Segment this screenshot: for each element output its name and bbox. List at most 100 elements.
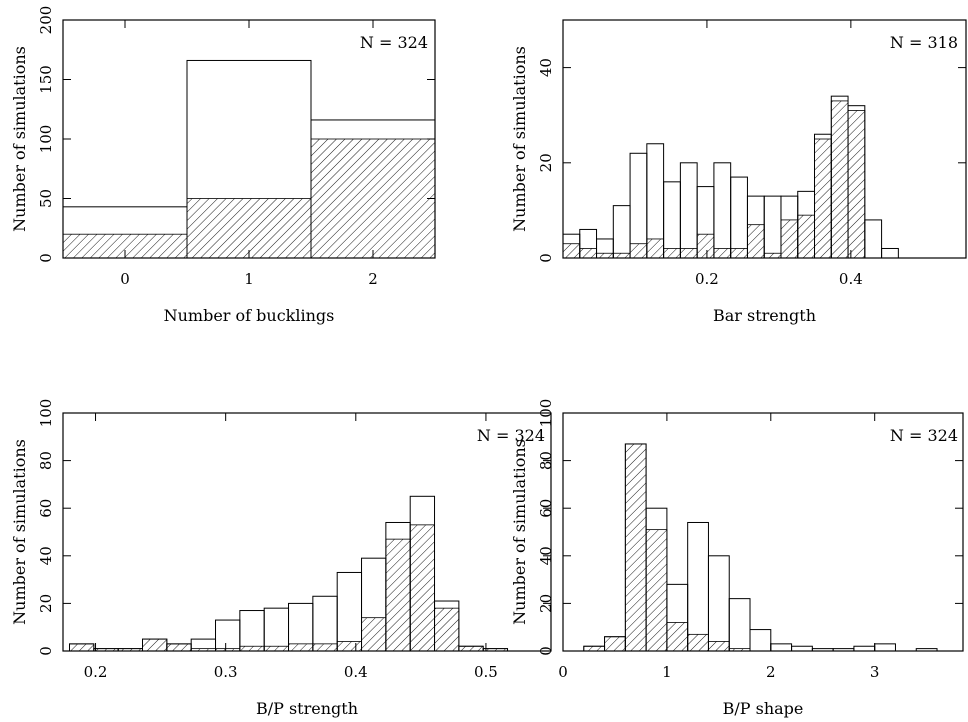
y-tick-label: 0	[537, 253, 555, 263]
open-bar	[713, 162, 732, 259]
hatched-bar	[288, 643, 314, 652]
hatched-bar	[708, 641, 730, 652]
axes-frame	[562, 412, 964, 652]
hatched-bar	[713, 248, 732, 259]
x-axis-label: Bar strength	[713, 306, 816, 325]
x-tick-label: 0.5	[474, 663, 498, 681]
hatched-bar	[263, 645, 289, 652]
y-tick-label: 20	[537, 594, 555, 613]
y-tick-label: 100	[37, 399, 55, 428]
x-tick-label: 0.3	[214, 663, 238, 681]
hatched-bar	[666, 622, 689, 652]
x-tick-label: 0.4	[839, 270, 863, 288]
hatched-bar	[583, 645, 605, 652]
open-bar	[629, 152, 648, 259]
hatched-bar	[830, 100, 849, 259]
x-tick-label: 2	[368, 270, 378, 288]
x-tick-label: 2	[766, 663, 776, 681]
y-tick-label: 0	[37, 253, 55, 263]
open-bar	[749, 629, 772, 652]
y-tick-label: 60	[537, 499, 555, 518]
hatched-bar	[69, 643, 95, 652]
open-bar	[791, 645, 813, 652]
hatched-bar	[562, 243, 581, 259]
x-tick-label: 0.2	[695, 270, 719, 288]
y-tick-label: 80	[537, 451, 555, 470]
hatched-bar	[645, 529, 668, 652]
panel-p1: 0 1 2 0 50 100 150 200 Number of bucklings Number…	[10, 6, 436, 325]
open-bar	[679, 162, 698, 259]
y-tick-label: 0	[537, 646, 555, 656]
x-axis-label: B/P strength	[256, 699, 358, 718]
y-tick-label: 20	[37, 594, 55, 613]
y-tick-label: 100	[537, 399, 555, 428]
sample-size-annotation: N = 324	[360, 33, 428, 52]
x-tick-label: 1	[244, 270, 254, 288]
open-bar	[853, 645, 876, 652]
open-bar	[730, 176, 748, 259]
hatched-bar	[361, 617, 387, 652]
open-bar	[239, 610, 265, 652]
hatched-bar	[730, 248, 748, 259]
y-tick-label: 80	[37, 451, 55, 470]
hatched-bar	[312, 643, 338, 652]
hatched-bar	[763, 252, 782, 259]
sample-size-annotation: N = 324	[890, 426, 958, 445]
hatched-bar	[696, 233, 715, 259]
y-tick-label: 20	[537, 153, 555, 172]
hatched-bar	[458, 645, 484, 652]
hatched-bar	[434, 607, 460, 652]
y-tick-label: 200	[37, 6, 55, 35]
sample-size-annotation: N = 318	[890, 33, 958, 52]
open-bar	[687, 521, 709, 652]
hatched-bar	[847, 110, 866, 259]
axes-frame	[62, 412, 552, 652]
open-bar	[612, 205, 631, 259]
y-tick-label: 40	[37, 546, 55, 565]
open-bar	[881, 247, 899, 259]
panel-p4: 0 1 2 3 0 20 40 60 80 100 B/P shape Number of simul…	[510, 399, 964, 718]
open-bar	[770, 643, 793, 652]
hatched-bar	[310, 138, 436, 259]
panel-p3: 0.2 0.3 0.4 0.5 0 20 40 60 80 100 B/P strength Numb…	[10, 399, 552, 718]
open-bar	[215, 619, 241, 652]
open-bar	[663, 181, 681, 259]
hatched-bar	[336, 641, 362, 652]
open-bar	[728, 598, 751, 652]
y-tick-label: 150	[37, 65, 55, 94]
hatched-bar	[142, 638, 168, 652]
open-bar	[263, 607, 290, 652]
open-bar	[312, 595, 338, 652]
hatched-bar	[239, 645, 265, 652]
hatched-bar	[596, 252, 614, 259]
open-bar	[336, 571, 363, 652]
open-bar	[864, 219, 883, 259]
y-tick-label: 40	[537, 546, 555, 565]
sample-size-annotation: N = 324	[477, 426, 545, 445]
hatched-bar	[747, 224, 765, 259]
hatched-bar	[579, 248, 597, 259]
x-tick-label: 0.2	[84, 663, 108, 681]
hatched-bar	[646, 238, 665, 259]
y-tick-label: 100	[37, 125, 55, 154]
hatched-bar	[186, 198, 312, 259]
hatched-bar	[663, 248, 681, 259]
y-tick-label: 0	[37, 646, 55, 656]
open-bar	[763, 195, 782, 259]
hatched-bar	[166, 643, 192, 652]
hatched-bar	[624, 443, 647, 652]
hatched-bar	[687, 633, 709, 652]
y-axis-label: Number of simulations	[510, 46, 529, 232]
hatched-bar	[679, 248, 698, 259]
hatched-bar	[612, 252, 631, 259]
hatched-bar	[604, 636, 626, 652]
x-tick-label: 1	[662, 663, 672, 681]
open-bar	[707, 555, 730, 652]
x-tick-label: 0	[558, 663, 568, 681]
axes-frame	[562, 19, 967, 259]
hatched-bar	[385, 538, 411, 652]
hatched-bar	[797, 214, 815, 259]
x-tick-label: 0.4	[344, 663, 368, 681]
hatched-bar	[814, 138, 832, 259]
y-axis-label: Number of simulations	[510, 439, 529, 625]
